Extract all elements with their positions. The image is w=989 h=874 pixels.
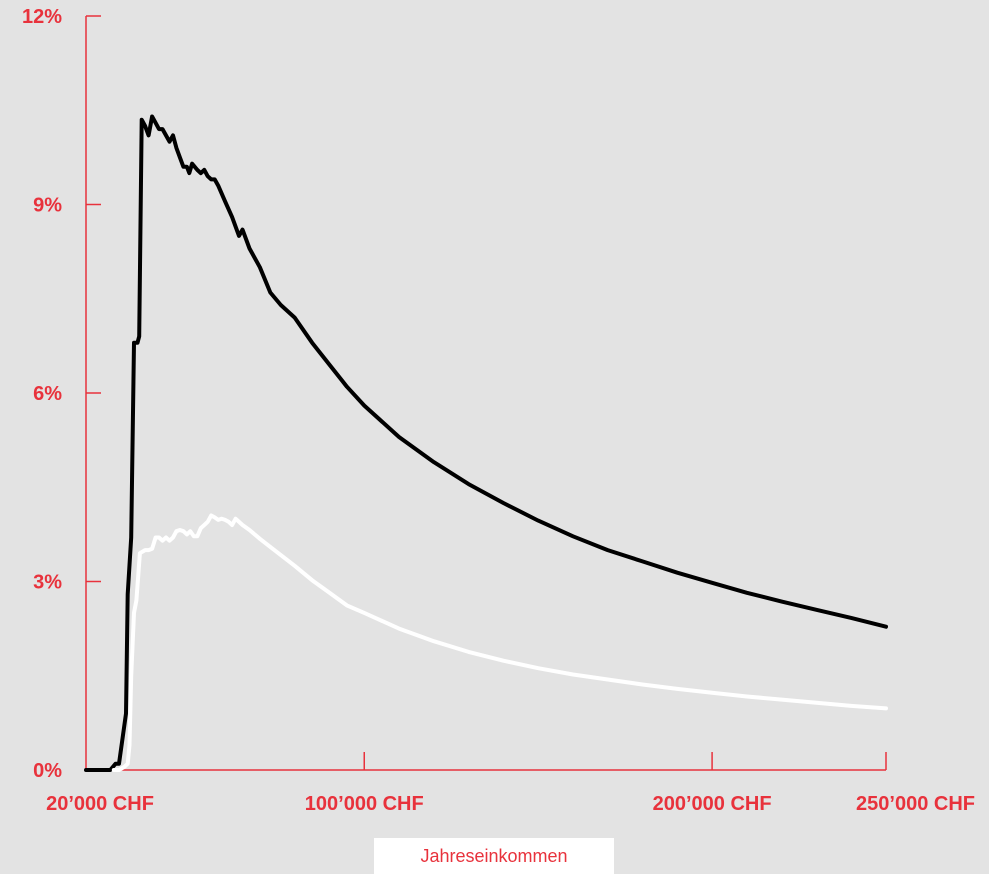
series-lines <box>84 114 888 772</box>
x-axis-title-box: Jahreseinkommen <box>374 838 614 874</box>
y-axis-labels: 0% 3% 6% 9% 12% <box>22 6 62 782</box>
x-tick-label: 250’000 CHF <box>856 793 975 815</box>
y-tick-label: 9% <box>33 195 62 217</box>
series-line-2 <box>111 513 888 772</box>
x-tick-label: 20’000 CHF <box>46 793 154 815</box>
x-axis-labels: 20’000 CHF 100’000 CHF 200’000 CHF 250’000 … <box>46 793 975 815</box>
y-tick-label: 12% <box>22 6 62 28</box>
chart-axes <box>85 15 887 771</box>
x-tick-label: 200’000 CHF <box>653 793 772 815</box>
series-line-1 <box>84 114 888 772</box>
y-tick-label: 3% <box>33 572 62 594</box>
x-tick-label: 100’000 CHF <box>305 793 424 815</box>
y-tick-label: 6% <box>33 383 62 405</box>
y-tick-label: 0% <box>33 760 62 782</box>
x-axis-title: Jahreseinkommen <box>420 845 568 866</box>
